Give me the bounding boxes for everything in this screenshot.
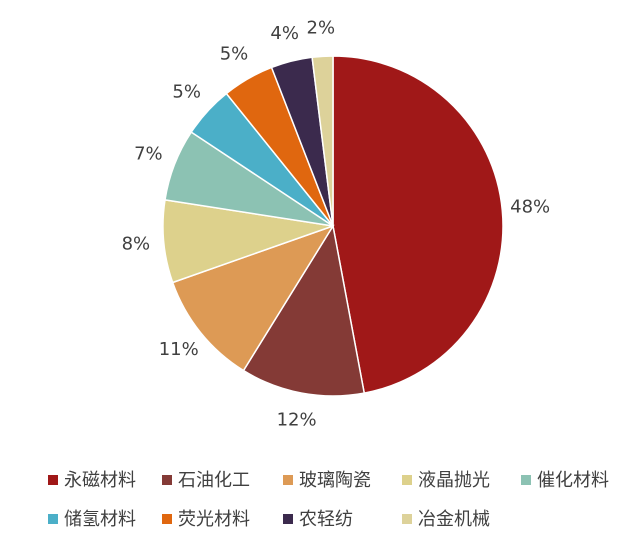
data-label: 8% [122, 233, 151, 254]
legend-swatch [283, 475, 293, 485]
pie-slice [311, 55, 334, 227]
legend-swatch [48, 514, 58, 524]
data-label: 4% [270, 23, 299, 44]
legend-label: 储氢材料 [64, 509, 136, 530]
legend-swatch [283, 514, 293, 524]
legend-swatch [402, 514, 412, 524]
legend-label: 液晶抛光 [418, 470, 490, 491]
legend-label: 催化材料 [537, 470, 609, 491]
legend-label: 石油化工 [178, 470, 250, 491]
data-label: 11% [159, 339, 199, 360]
legend-label: 玻璃陶瓷 [299, 470, 371, 491]
legend-label: 荧光材料 [178, 509, 250, 530]
legend-label: 永磁材料 [64, 470, 136, 491]
data-label: 48% [510, 197, 550, 218]
data-label: 2% [307, 17, 336, 38]
data-label: 7% [134, 143, 163, 164]
legend-label: 农轻纺 [299, 509, 353, 530]
legend-swatch [162, 475, 172, 485]
legend-label: 冶金机械 [418, 509, 490, 530]
pie-slice [242, 223, 366, 397]
pie-slice [332, 55, 504, 394]
legend-swatch [402, 475, 412, 485]
legend-swatch [48, 475, 58, 485]
data-label: 12% [277, 410, 317, 431]
legend-swatch [521, 475, 531, 485]
data-label: 5% [220, 44, 249, 65]
data-label: 5% [172, 82, 201, 103]
pie-slice [171, 224, 335, 372]
legend-swatch [162, 514, 172, 524]
